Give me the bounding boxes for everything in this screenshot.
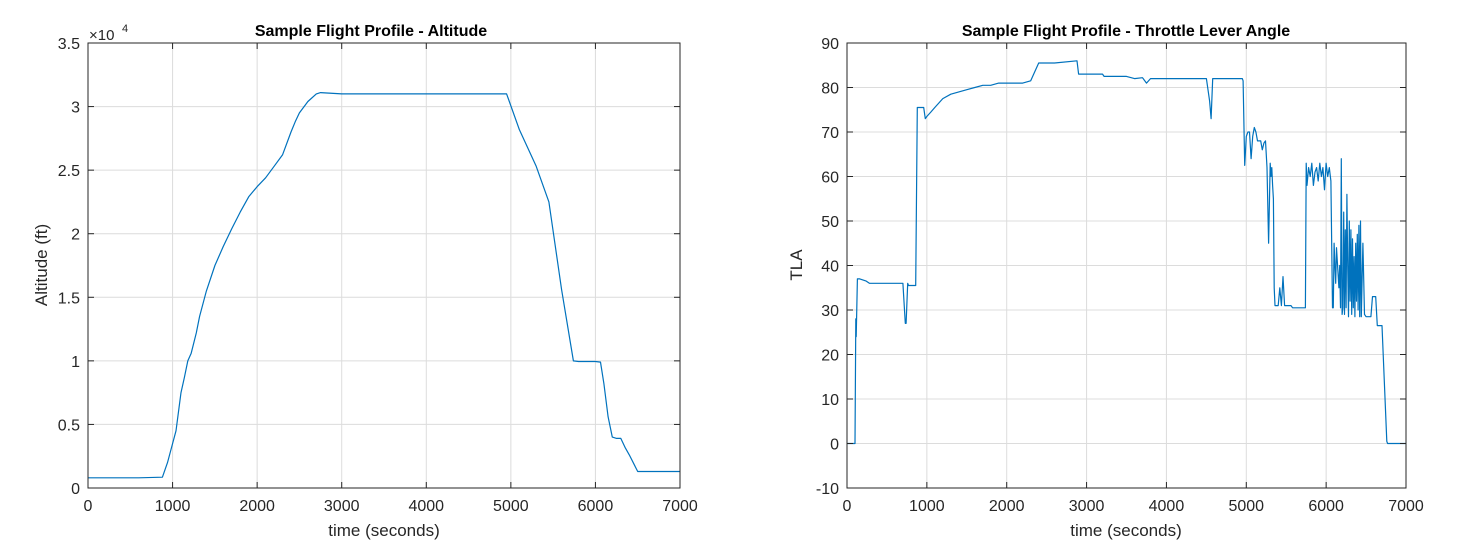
tla-y-tick-label: 10 — [821, 392, 839, 409]
tla-x-tick-label: 2000 — [989, 498, 1025, 515]
tla-y-tick-label: -10 — [816, 481, 839, 498]
altitude-chart: 0 1000 2000 3000 4000 5000 6000 7000 0 0.5 1 1.5 2 2.… — [32, 23, 698, 540]
altitude-y-exponent-power: 4 — [122, 23, 128, 35]
tla-x-tick-label: 5000 — [1228, 498, 1264, 515]
altitude-y-tick-label: 2 — [71, 227, 80, 244]
tla-x-tick-label: 6000 — [1308, 498, 1344, 515]
tla-y-tick-label: 70 — [821, 125, 839, 142]
altitude-y-exponent-label: ×10 — [89, 27, 114, 44]
altitude-x-axis-label: time (seconds) — [328, 521, 439, 540]
tla-chart: 0 1000 2000 3000 4000 5000 6000 7000-1001020304… — [787, 23, 1424, 540]
altitude-ticks: 0 1000 2000 3000 4000 5000 6000 7000 0 0.5 1 1.5 2 2.… — [58, 36, 698, 515]
tla-x-tick-label: 0 — [843, 498, 852, 515]
altitude-x-tick-label: 4000 — [408, 498, 444, 515]
altitude-x-tick-label: 5000 — [493, 498, 529, 515]
altitude-y-tick-label: 1.5 — [58, 290, 80, 307]
altitude-y-tick-label: 0 — [71, 481, 80, 498]
altitude-y-tick-label: 2.5 — [58, 163, 80, 180]
tla-x-axis-label: time (seconds) — [1070, 521, 1181, 540]
tla-x-tick-label: 4000 — [1149, 498, 1185, 515]
tla-y-tick-label: 50 — [821, 214, 839, 231]
altitude-series-line — [88, 91, 680, 479]
tla-series-line — [847, 60, 1406, 445]
altitude-y-tick-label: 0.5 — [58, 417, 80, 434]
altitude-x-tick-label: 0 — [84, 498, 93, 515]
altitude-x-tick-label: 1000 — [155, 498, 191, 515]
tla-x-tick-label: 1000 — [909, 498, 945, 515]
tla-y-tick-label: 0 — [830, 437, 839, 454]
tla-y-tick-label: 20 — [821, 348, 839, 365]
altitude-y-tick-label: 3 — [71, 100, 80, 117]
altitude-grid — [88, 43, 680, 488]
tla-y-tick-label: 30 — [821, 303, 839, 320]
altitude-chart-title: Sample Flight Profile - Altitude — [255, 23, 487, 40]
tla-y-axis-label: TLA — [787, 249, 806, 281]
altitude-y-tick-label: 1 — [71, 354, 80, 371]
altitude-x-tick-label: 3000 — [324, 498, 360, 515]
tla-x-tick-label: 7000 — [1388, 498, 1424, 515]
tla-x-tick-label: 3000 — [1069, 498, 1105, 515]
tla-y-tick-label: 80 — [821, 81, 839, 98]
tla-y-tick-label: 90 — [821, 36, 839, 53]
altitude-x-tick-label: 7000 — [662, 498, 698, 515]
tla-y-tick-label: 60 — [821, 170, 839, 187]
tla-grid — [847, 43, 1406, 488]
altitude-x-tick-label: 2000 — [239, 498, 275, 515]
tla-chart-title: Sample Flight Profile - Throttle Lever A… — [962, 23, 1290, 40]
altitude-x-tick-label: 6000 — [578, 498, 614, 515]
tla-y-tick-label: 40 — [821, 259, 839, 276]
altitude-plot-frame — [87, 42, 681, 489]
altitude-y-tick-label: 3.5 — [58, 36, 80, 53]
tla-ticks: 0 1000 2000 3000 4000 5000 6000 7000-1001020304… — [816, 36, 1424, 515]
altitude-y-axis-label: Altitude (ft) — [32, 224, 51, 306]
